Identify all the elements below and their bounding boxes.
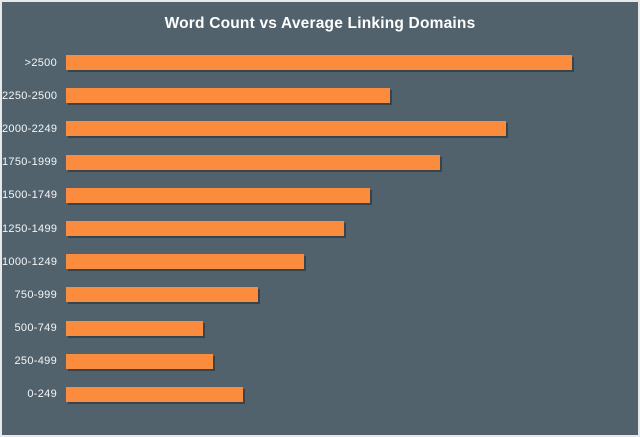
category-label: 2000-2249	[2, 122, 58, 135]
bar-row: 750-999	[2, 278, 638, 311]
category-label: 1750-1999	[2, 156, 58, 169]
category-label: 1500-1749	[2, 189, 58, 202]
bar-row: >2500	[2, 46, 638, 79]
bar-track	[66, 88, 638, 104]
bar	[66, 221, 345, 237]
bar-track	[66, 221, 638, 237]
bar-row: 0-249	[2, 378, 638, 411]
bar	[66, 320, 203, 336]
bar-row: 1750-1999	[2, 146, 638, 179]
category-label: 2250-2500	[2, 89, 58, 102]
bar	[66, 353, 213, 369]
bar-track	[66, 187, 638, 203]
chart-title: Word Count vs Average Linking Domains	[164, 15, 476, 32]
category-label: 500-749	[14, 322, 57, 335]
category-label: 250-499	[14, 355, 57, 368]
category-label: 750-999	[14, 288, 57, 301]
bar-track	[66, 55, 638, 71]
bar-row: 1250-1499	[2, 212, 638, 245]
bar-track	[66, 121, 638, 137]
bar-track	[66, 254, 638, 270]
bar-track	[66, 353, 638, 369]
bar	[66, 287, 259, 303]
category-label: >2500	[24, 56, 57, 69]
bar	[66, 88, 390, 104]
bar	[66, 254, 304, 270]
bar-track	[66, 386, 638, 402]
bar	[66, 187, 370, 203]
bar-rows: >2500 2250-2500 2000-2249 1750-1999 1500-174…	[2, 46, 638, 411]
category-label: 0-249	[27, 388, 57, 401]
bar-track	[66, 154, 638, 170]
bar	[66, 121, 507, 137]
bar-track	[66, 320, 638, 336]
bar-track	[66, 287, 638, 303]
bar-row: 1000-1249	[2, 245, 638, 278]
bar	[66, 386, 244, 402]
bar-row: 500-749	[2, 312, 638, 345]
category-label: 1000-1249	[2, 255, 58, 268]
bar	[66, 154, 441, 170]
bar-row: 2000-2249	[2, 112, 638, 145]
bar-row: 1500-1749	[2, 179, 638, 212]
bar	[66, 55, 572, 71]
category-label: 1250-1499	[2, 222, 58, 235]
bar-row: 2250-2500	[2, 79, 638, 112]
bar-row: 250-499	[2, 345, 638, 378]
